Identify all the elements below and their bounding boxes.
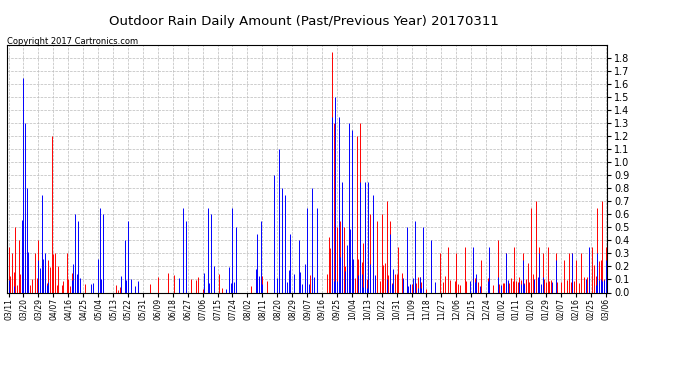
Text: Past  (Inches): Past (Inches) xyxy=(582,30,643,39)
Text: Copyright 2017 Cartronics.com: Copyright 2017 Cartronics.com xyxy=(7,38,138,46)
Text: Outdoor Rain Daily Amount (Past/Previous Year) 20170311: Outdoor Rain Daily Amount (Past/Previous… xyxy=(108,15,499,28)
Text: Previous  (Inches): Previous (Inches) xyxy=(450,30,530,39)
